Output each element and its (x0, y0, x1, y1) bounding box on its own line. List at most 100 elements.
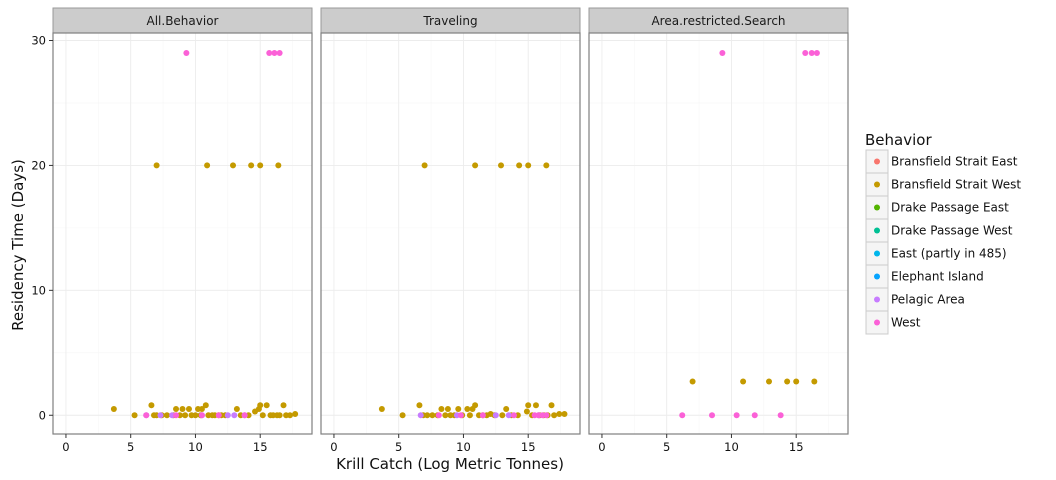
data-point (266, 49, 273, 56)
legend-label: Bransfield Strait West (891, 178, 1021, 192)
x-tick-label: 5 (395, 440, 402, 454)
series-west (143, 49, 283, 419)
x-tick-label: 5 (663, 440, 670, 454)
data-point (153, 162, 160, 169)
data-point (793, 378, 800, 385)
data-point (179, 406, 186, 413)
legend-marker (874, 273, 880, 280)
data-point (813, 49, 820, 56)
legend-marker (874, 158, 880, 165)
data-point (457, 412, 464, 419)
data-point (492, 412, 499, 419)
data-point (479, 412, 486, 419)
data-point (183, 49, 190, 56)
legend-marker (874, 227, 880, 234)
data-point (505, 412, 512, 419)
data-point (438, 406, 445, 413)
data-point (257, 402, 264, 409)
data-point (733, 412, 740, 419)
panel-1: Traveling 0 5 10 15 (320, 7, 581, 454)
panel-background (53, 33, 312, 434)
legend: Behavior Bransfield Strait East Bransfiel… (865, 131, 1021, 335)
data-point (442, 412, 449, 419)
data-point (173, 406, 180, 413)
data-point (472, 402, 479, 409)
data-point (464, 406, 471, 413)
data-point (751, 412, 758, 419)
data-point (192, 412, 199, 419)
data-point (777, 412, 784, 419)
facet-title: All.Behavior (147, 14, 219, 28)
data-point (143, 412, 150, 419)
data-point (275, 162, 282, 169)
data-point (202, 402, 209, 409)
data-point (543, 412, 550, 419)
data-point (472, 162, 479, 169)
facet-title: Traveling (422, 14, 477, 28)
legend-marker (874, 204, 880, 211)
data-point (399, 412, 406, 419)
legend-marker (874, 181, 880, 188)
x-tick-label: 0 (62, 440, 69, 454)
legend-item: Drake Passage East (865, 195, 1009, 220)
y-tick-label: 10 (31, 283, 46, 297)
panels: All.Behavior 0 5 10 15 0 10 20 30 Traveling 0 5 10 15… (31, 7, 849, 454)
data-point (157, 412, 164, 419)
series-west (679, 49, 820, 419)
data-point (204, 162, 211, 169)
data-point (259, 412, 266, 419)
data-point (516, 162, 523, 169)
data-point (503, 406, 510, 413)
x-axis-title: Krill Catch (Log Metric Tonnes) (336, 455, 564, 473)
panel-border (52, 32, 313, 435)
data-point (429, 412, 436, 419)
data-point (198, 406, 205, 413)
panel-background (321, 33, 580, 434)
legend-label: Drake Passage West (891, 224, 1013, 238)
data-point (561, 411, 568, 418)
legend-label: Drake Passage East (891, 201, 1009, 215)
series-bransfield-strait-west (689, 378, 818, 385)
data-point (498, 162, 505, 169)
data-point (110, 406, 117, 413)
legend-label: East (partly in 485) (891, 247, 1007, 261)
data-point (233, 406, 240, 413)
data-point (499, 412, 506, 419)
data-point (185, 406, 192, 413)
axis-titles: Krill Catch (Log Metric Tonnes) Residenc… (9, 159, 564, 473)
data-point (784, 378, 791, 385)
data-point (709, 412, 716, 419)
data-point (248, 162, 255, 169)
data-point (231, 412, 238, 419)
data-point (163, 412, 170, 419)
data-point (525, 162, 532, 169)
data-point (173, 412, 180, 419)
data-point (421, 162, 428, 169)
legend-item: Elephant Island (865, 264, 984, 289)
data-point (286, 412, 293, 419)
legend-item: Bransfield Strait West (865, 172, 1021, 197)
data-point (811, 378, 818, 385)
x-tick-label: 0 (598, 440, 605, 454)
facet-strip (52, 7, 313, 34)
data-point (424, 412, 431, 419)
data-point (510, 412, 517, 419)
data-point (257, 162, 264, 169)
data-point (241, 412, 248, 419)
data-point (532, 402, 539, 409)
data-point (182, 412, 189, 419)
data-point (466, 412, 473, 419)
legend-item: Bransfield Strait East (865, 149, 1018, 174)
data-point (740, 378, 747, 385)
data-point (455, 406, 462, 413)
data-point (556, 411, 563, 418)
x-tick-label: 15 (521, 440, 536, 454)
data-point (276, 412, 283, 419)
data-point (131, 412, 138, 419)
panel-2: Area.restricted.Search 0 5 10 15 (588, 7, 849, 454)
data-point (276, 49, 283, 56)
data-point (548, 402, 555, 409)
legend-item: Pelagic Area (865, 287, 965, 312)
data-point (689, 378, 696, 385)
panel-0: All.Behavior 0 5 10 15 0 10 20 30 (31, 7, 313, 454)
